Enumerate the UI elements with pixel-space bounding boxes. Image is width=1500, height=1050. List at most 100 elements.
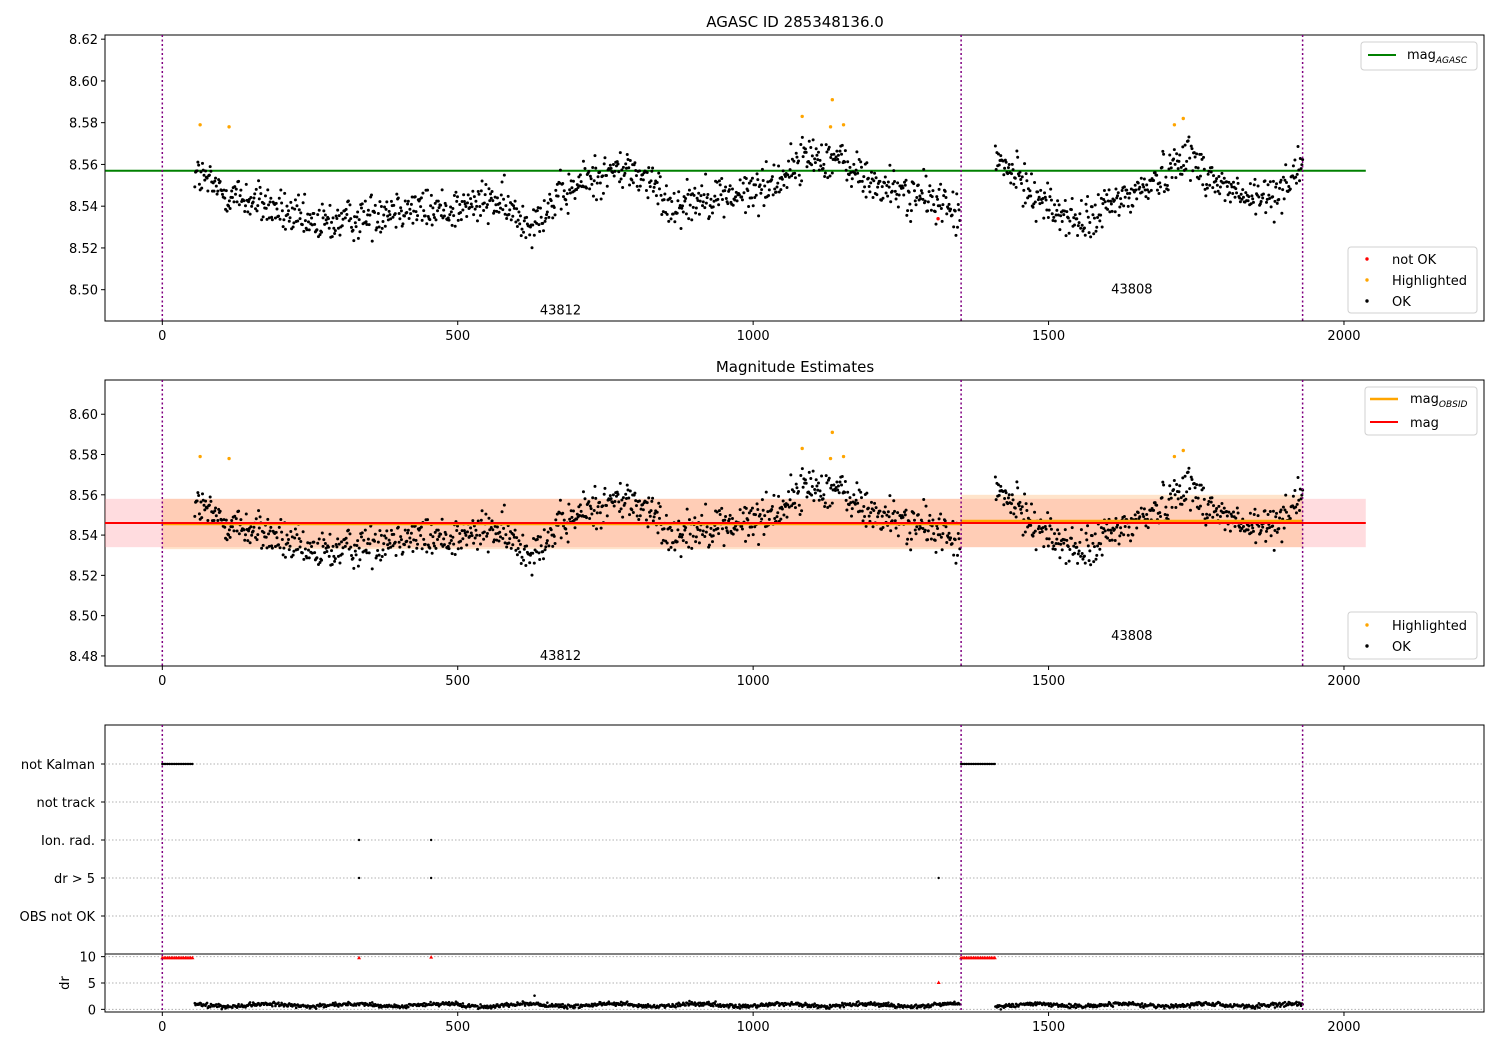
panel2-ok-point: [1188, 487, 1192, 491]
panel2-ok-point: [876, 515, 880, 519]
panel3-flag-point: [982, 762, 986, 766]
panel2-ok-point: [836, 488, 840, 492]
panel2-ok-point: [1210, 496, 1214, 500]
panel2-ok-point: [536, 535, 540, 539]
panel2-ok-point: [1298, 487, 1302, 491]
panel2-ok-point: [456, 547, 460, 551]
panel1-ok-point: [994, 167, 998, 171]
panel2-ok-point: [568, 517, 572, 521]
panel2-ok-point: [709, 526, 713, 530]
panel2-ok-point: [676, 528, 680, 532]
panel2-ok-point: [310, 551, 314, 555]
panel1-ok-point: [1076, 224, 1080, 228]
panel2-ok-point: [639, 507, 643, 511]
panel2-ok-point: [224, 518, 228, 522]
panel2-ok-point: [1016, 486, 1020, 490]
panel1-ok-point: [449, 210, 453, 214]
panel2-ok-point: [267, 532, 271, 536]
panel1-ok-point: [474, 199, 478, 203]
panel4-dr-point: [698, 1004, 701, 1008]
panel2-ok-point: [1174, 506, 1178, 510]
panel1-ok-point: [376, 220, 380, 224]
panel2-ok-point: [886, 510, 890, 514]
panel1-ok-point: [590, 182, 594, 186]
panel1-ok-point: [581, 159, 585, 163]
panel1-ok-point: [562, 189, 566, 193]
panel2-ok-point: [715, 510, 719, 514]
panel1-ok-point: [308, 213, 312, 217]
panel2-ok-point: [465, 543, 469, 547]
panel1-ok-point: [1190, 147, 1194, 151]
panel2-ok-point: [1282, 526, 1286, 530]
panel2-ok-point: [712, 528, 716, 532]
panel3-flag-point: [972, 762, 975, 766]
panel2-ok-point: [411, 550, 415, 554]
panel1-ok-point: [724, 185, 728, 189]
panel1-ok-point: [518, 214, 522, 218]
panel1-ok-point: [1168, 153, 1172, 157]
panel1-ok-point: [830, 153, 834, 157]
panel1-ok-point: [661, 210, 665, 214]
panel1-ok-point: [251, 200, 255, 204]
panel1-ok-point: [939, 206, 943, 210]
panel2-ok-point: [1162, 483, 1166, 487]
panel1-ok-point: [684, 196, 688, 200]
panel1-ok-point: [738, 178, 742, 182]
panel1-ok-point: [676, 199, 680, 203]
panel1-ok-point: [1200, 157, 1204, 161]
panel3-flag-point: [168, 762, 171, 766]
panel1-ok-point: [833, 158, 837, 162]
panel2-ok-point: [1047, 537, 1051, 541]
panel1-ok-point: [840, 143, 844, 147]
panel1-ok-point: [633, 161, 637, 165]
panel1-ok-point: [537, 223, 541, 227]
panel2-x-tick-label: 0: [158, 674, 166, 689]
panel2-ok-point: [929, 537, 933, 541]
panel1-ok-point: [862, 175, 866, 179]
panel1-ok-point: [1096, 215, 1100, 219]
panel1-ok-point: [926, 200, 930, 204]
panel1-ok-point: [1177, 159, 1181, 163]
panel1-ok-point: [522, 219, 526, 223]
panel2-ok-point: [356, 564, 360, 568]
panel2-obsid-label: 43808: [1111, 629, 1152, 644]
panel1-x-tick-label: 1500: [1032, 329, 1065, 344]
panel2-ok-point: [857, 488, 861, 492]
panel1-ok-point: [348, 203, 352, 207]
panel2-ok-point: [545, 541, 549, 545]
panel1-ok-point: [1109, 202, 1113, 206]
panel2-ok-point: [431, 535, 435, 539]
panel2-ok-point: [667, 548, 671, 552]
panel2-ok-point: [430, 551, 434, 555]
panel1-ok-point: [1169, 166, 1173, 170]
panel4-dr-point: [527, 1003, 531, 1007]
panel1-ok-point: [897, 193, 901, 197]
panel2-ok-point: [1294, 505, 1298, 509]
panel2-ok-point: [470, 534, 474, 538]
panel2-ok-point: [840, 474, 844, 478]
panel2-ok-point: [326, 545, 330, 549]
panel2-ok-point: [507, 541, 511, 545]
panel1-ok-point: [283, 191, 287, 195]
panel2-ok-point: [1217, 504, 1221, 508]
panel2-ok-point: [797, 490, 801, 494]
panel2-ok-point: [1076, 552, 1080, 556]
panel2-ok-point: [633, 491, 637, 495]
panel1-ok-point: [780, 177, 784, 181]
panel1-ok-point: [1291, 164, 1295, 168]
panel1-ok-point: [1116, 191, 1120, 195]
panel1-ok-point: [820, 143, 824, 147]
panel2-ok-point: [1187, 466, 1191, 470]
panel1-ok-point: [760, 167, 764, 171]
panel2-ok-point: [734, 524, 738, 528]
panel1-ok-point: [1264, 211, 1268, 215]
panel1-ok-point: [399, 206, 403, 210]
panel2-ok-point: [1228, 529, 1232, 533]
panel2-ok-point: [931, 518, 935, 522]
panel2-ok-point: [274, 530, 278, 534]
panel1-ok-point: [389, 199, 393, 203]
panel2-ok-point: [502, 503, 506, 507]
panel2-ok-point: [646, 525, 650, 529]
panel2-ok-point: [1278, 516, 1282, 520]
panel1-ok-point: [1280, 211, 1284, 215]
